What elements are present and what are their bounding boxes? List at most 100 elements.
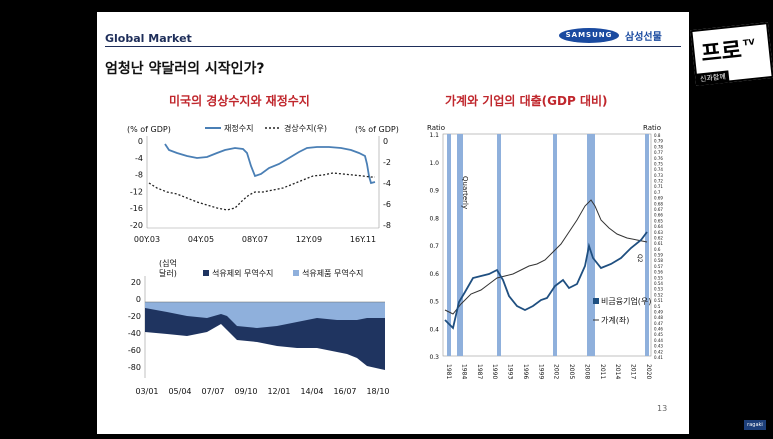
- left-unit: (% of GDP): [127, 125, 171, 134]
- right-tick-label: -4: [383, 179, 391, 188]
- left-tick-label: 0.4: [429, 326, 439, 333]
- left-tick-label: -4: [135, 154, 143, 163]
- x-tick-label: 2017: [630, 364, 637, 379]
- x-tick-label: 14/04: [300, 387, 323, 396]
- watermark-tv: TV: [742, 37, 756, 48]
- slide: Global Market SAMSUNG 삼성선물 엄청난 약달러의 시작인가…: [97, 12, 689, 434]
- q2-label: Q2: [636, 254, 643, 263]
- right-tick-label: 0.76: [654, 156, 663, 161]
- right-tick-label: 0.8: [654, 133, 661, 138]
- page-title: 엄청난 약달러의 시작인가?: [105, 61, 265, 77]
- x-tick-label: 1981: [445, 364, 452, 379]
- right-tick-label: 0.64: [654, 224, 663, 229]
- right-tick-label: 0.53: [654, 287, 663, 292]
- trade-chart: (십억 달러) 석유제외 무역수지 석유제품 무역수지 20 0 -20 -40 -60…: [128, 258, 390, 396]
- household-debt-line: [444, 199, 648, 315]
- legend-corporate-swatch: [593, 298, 599, 304]
- left-tick-label: 1.0: [429, 160, 439, 167]
- left-tick-label: -12: [130, 187, 143, 196]
- x-tick-label: 18/10: [366, 387, 389, 396]
- right-tick-label: 0.7: [654, 190, 661, 195]
- left-tick-label: -20: [130, 221, 143, 230]
- current-account-line: [148, 172, 375, 211]
- right-tick-label: 0.61: [654, 241, 663, 246]
- section-title: Global Market: [105, 32, 192, 45]
- right-tick-label: 0.69: [654, 196, 663, 201]
- x-tick-label: 2014: [614, 364, 621, 379]
- x-tick-label: 2020: [645, 364, 652, 379]
- left-tick-labels: 0 -4 -8 -12 -16 -20: [130, 137, 143, 230]
- y-tick-label: -60: [128, 346, 141, 355]
- x-tick-label: 05/04: [168, 387, 191, 396]
- right-tick-label: 0.45: [654, 332, 663, 337]
- y-tick-label: -20: [128, 312, 141, 321]
- right-tick-label: 0.72: [654, 179, 663, 184]
- right-tick-label: 0.68: [654, 201, 663, 206]
- left-axis-label: Ratio: [427, 124, 445, 132]
- x-tick-labels: 03/01 05/04 07/07 09/10 12/01 14/04 16/07 18/10: [135, 387, 389, 396]
- x-tick-label: 2002: [553, 364, 560, 379]
- non-oil-balance-area: [145, 302, 385, 370]
- x-tick-label: 04Y.05: [188, 235, 214, 244]
- right-tick-label: 0.71: [654, 184, 663, 189]
- legend-oil: 석유제품 무역수지: [302, 268, 363, 278]
- right-tick-label: 0.79: [654, 139, 663, 144]
- recession-band-6: [645, 134, 649, 356]
- right-tick-label: 0.56: [654, 270, 663, 275]
- right-tick-label: 0.6: [654, 247, 661, 252]
- left-tick-label: 0.7: [429, 243, 439, 250]
- samsung-logo: SAMSUNG: [559, 28, 619, 43]
- balance-chart: (% of GDP) (% of GDP) 재정수지 경상수지(우) 0 -4 -8…: [127, 123, 399, 244]
- x-tick-label: 1987: [476, 364, 483, 379]
- channel-badge[interactable]: ragaki: [744, 420, 766, 430]
- right-tick-label: 0.48: [654, 315, 663, 320]
- x-tick-label: 2011: [599, 364, 606, 379]
- right-unit: (% of GDP): [355, 125, 399, 134]
- corporate-debt-line: [444, 231, 648, 330]
- right-axis-label: Ratio: [643, 124, 661, 132]
- fiscal-balance-line: [164, 143, 376, 185]
- right-tick-label: -8: [383, 221, 391, 230]
- x-tick-label: 16Y.11: [350, 235, 376, 244]
- x-tick-label: 1990: [491, 364, 498, 379]
- right-tick-label: 0.54: [654, 281, 663, 286]
- right-tick-label: 0.62: [654, 235, 663, 240]
- right-tick-label: 0.43: [654, 344, 663, 349]
- x-tick-labels: 00Y.03 04Y.05 08Y.07 12Y.09 16Y.11: [134, 235, 376, 244]
- right-tick-label: 0.75: [654, 161, 663, 166]
- x-tick-label: 07/07: [201, 387, 224, 396]
- right-tick-label: 0.78: [654, 144, 663, 149]
- x-tick-label: 1984: [460, 364, 467, 379]
- left-tick-label: 0.8: [429, 215, 439, 222]
- right-tick-label: 0.51: [654, 298, 663, 303]
- left-tick-label: -16: [130, 204, 143, 213]
- x-tick-label: 12Y.09: [296, 235, 322, 244]
- page-number: 13: [657, 404, 668, 413]
- legend-current: 경상수지(우): [284, 123, 327, 133]
- right-tick-label: 0.44: [654, 338, 663, 343]
- x-tick-label: 1996: [522, 364, 529, 379]
- recession-band-5: [587, 134, 595, 356]
- right-tick-label: 0.57: [654, 264, 663, 269]
- recession-band-2: [457, 134, 463, 356]
- x-tick-labels: 1981 1984 1987 1990 1993 1996 1999 2002 2005 2008…: [445, 364, 652, 379]
- left-tick-label: 0.3: [429, 354, 439, 361]
- y-tick-label: 0: [136, 295, 141, 304]
- brand-name: 삼성선물: [625, 32, 662, 43]
- left-tick-label: 1.1: [429, 132, 439, 139]
- left-tick-label: 0.6: [429, 271, 439, 278]
- x-tick-label: 12/01: [267, 387, 290, 396]
- right-tick-label: 0.49: [654, 309, 663, 314]
- right-chart-title: 가계와 기업의 대출(GDP 대비): [445, 94, 608, 108]
- right-tick-label: 0.63: [654, 230, 663, 235]
- left-tick-label: 0: [138, 137, 143, 146]
- watermark-main: 프로: [700, 37, 743, 68]
- left-chart-title: 미국의 경상수지와 재정수지: [169, 94, 310, 108]
- legend-oil-swatch: [293, 270, 299, 276]
- header-rule: [105, 46, 681, 47]
- debt-ratio-chart: Ratio Ratio 1.11.00.90.80.70.60.50.40.3 …: [427, 124, 663, 379]
- legend-corporate: 비금융기업(우): [601, 297, 651, 306]
- right-tick-label: 0.73: [654, 173, 663, 178]
- watermark-sub: 신과함께: [696, 70, 730, 86]
- channel-watermark: 프로 TV 신과함께: [690, 12, 773, 97]
